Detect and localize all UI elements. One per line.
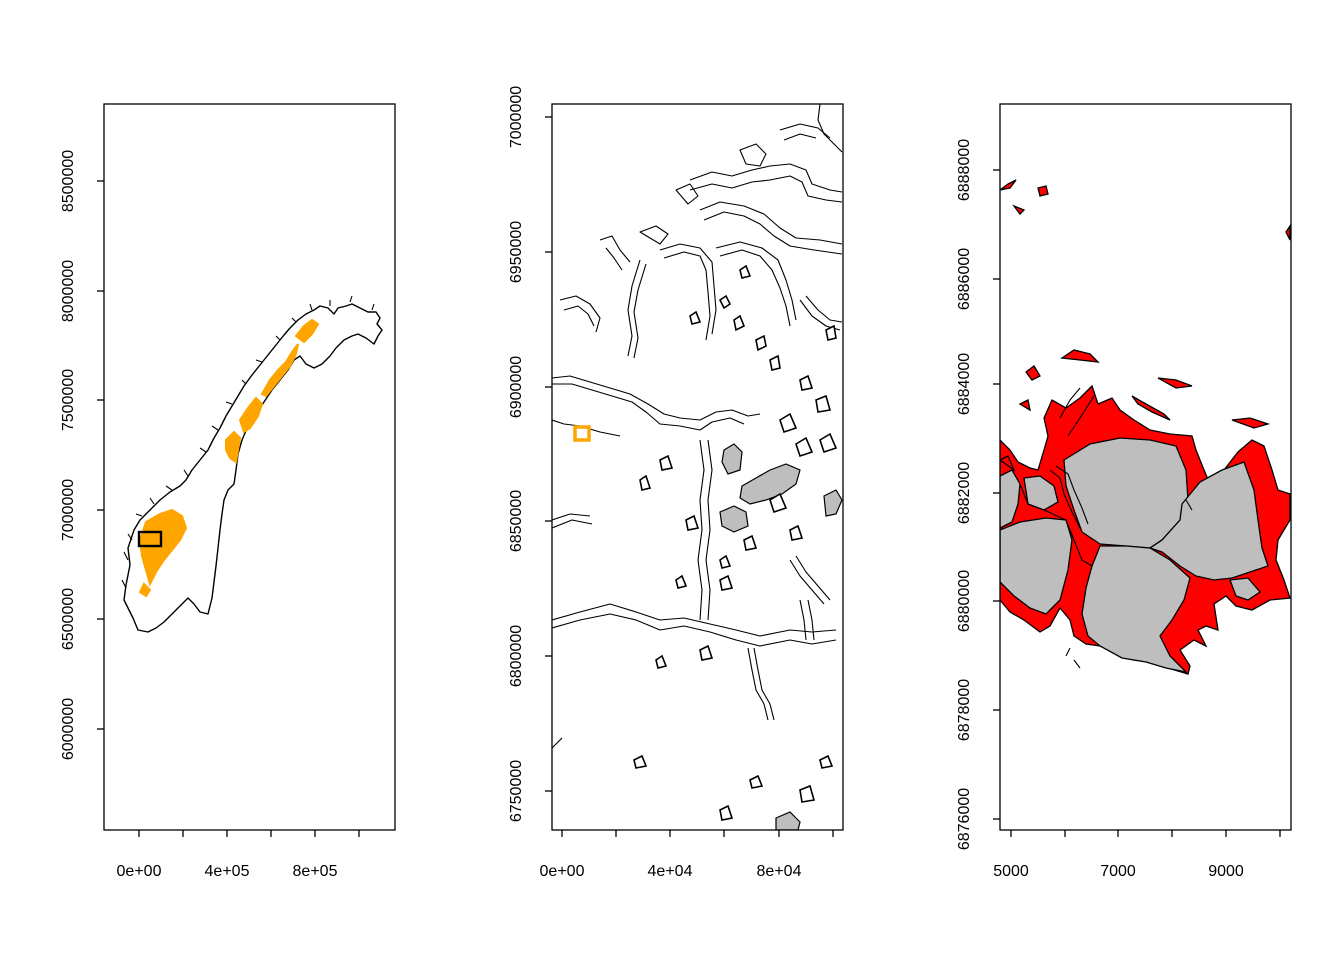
y-tick-label: 6880000 (956, 570, 973, 632)
coast-edge (552, 419, 621, 749)
y-tick-label: 7500000 (60, 369, 77, 431)
y-axis: 6750000 6800000 6850000 6900000 6950000 … (508, 86, 552, 822)
grey-areas (1000, 437, 1269, 674)
y-tick-label: 6876000 (956, 788, 973, 850)
fjord-coastline (559, 104, 843, 333)
x-axis: 0e+00 4e+05 8e+05 (117, 830, 360, 880)
x-axis: 0e+00 4e+04 8e+04 (540, 830, 834, 880)
norway-outline (123, 303, 383, 633)
panel-frame (551, 103, 844, 831)
y-tick-label: 8000000 (60, 260, 77, 322)
y-tick-label: 6000000 (60, 698, 77, 760)
small-lakes (633, 264, 838, 821)
panel-region-zoom: 0e+00 4e+04 8e+04 6750000 6800000 685000… (508, 86, 844, 880)
x-tick-label: 9000 (1208, 863, 1244, 880)
y-tick-label: 6886000 (956, 248, 973, 310)
panel-detail-zoom: 5000 7000 9000 6876000 6878000 6880000 6… (956, 103, 1292, 880)
panel-norway-overview: 0e+00 4e+05 8e+05 6000000 6500000 700000… (60, 103, 396, 880)
x-axis: 5000 7000 9000 (993, 830, 1281, 880)
grey-areas (719, 443, 843, 830)
coast-fringe (121, 295, 375, 589)
detail-region-box (573, 425, 591, 442)
y-tick-label: 6878000 (956, 679, 973, 741)
x-tick-label: 0e+00 (117, 863, 162, 880)
x-tick-label: 4e+04 (648, 863, 693, 880)
norway-map (121, 295, 383, 633)
y-tick-label: 7000000 (60, 479, 77, 541)
y-tick-label: 6882000 (956, 462, 973, 524)
y-tick-label: 6750000 (508, 760, 525, 822)
panel-frame (103, 103, 396, 831)
x-tick-label: 8e+04 (757, 863, 802, 880)
y-axis: 6876000 6878000 6880000 6882000 6884000 … (956, 139, 1000, 850)
y-tick-label: 6888000 (956, 139, 973, 201)
zoom-region-box (137, 530, 163, 548)
x-tick-label: 5000 (993, 863, 1029, 880)
x-tick-label: 8e+05 (293, 863, 338, 880)
region-map (552, 104, 843, 830)
y-tick-label: 6900000 (508, 356, 525, 418)
y-tick-label: 6500000 (60, 588, 77, 650)
y-tick-label: 6884000 (956, 353, 973, 415)
x-tick-label: 7000 (1100, 863, 1136, 880)
panel-frame (999, 103, 1292, 831)
y-tick-label: 7000000 (508, 86, 525, 148)
y-tick-label: 6950000 (508, 221, 525, 283)
y-tick-label: 8500000 (60, 150, 77, 212)
river-valleys (552, 241, 843, 721)
y-tick-label: 6850000 (508, 490, 525, 552)
y-tick-label: 6800000 (508, 625, 525, 687)
y-axis: 6000000 6500000 7000000 7500000 8000000 … (60, 150, 104, 760)
boundary-lines (1019, 387, 1193, 669)
x-tick-label: 4e+05 (205, 863, 250, 880)
detail-map (1000, 179, 1291, 675)
orange-highlight-areas (138, 318, 320, 598)
x-tick-label: 0e+00 (540, 863, 585, 880)
